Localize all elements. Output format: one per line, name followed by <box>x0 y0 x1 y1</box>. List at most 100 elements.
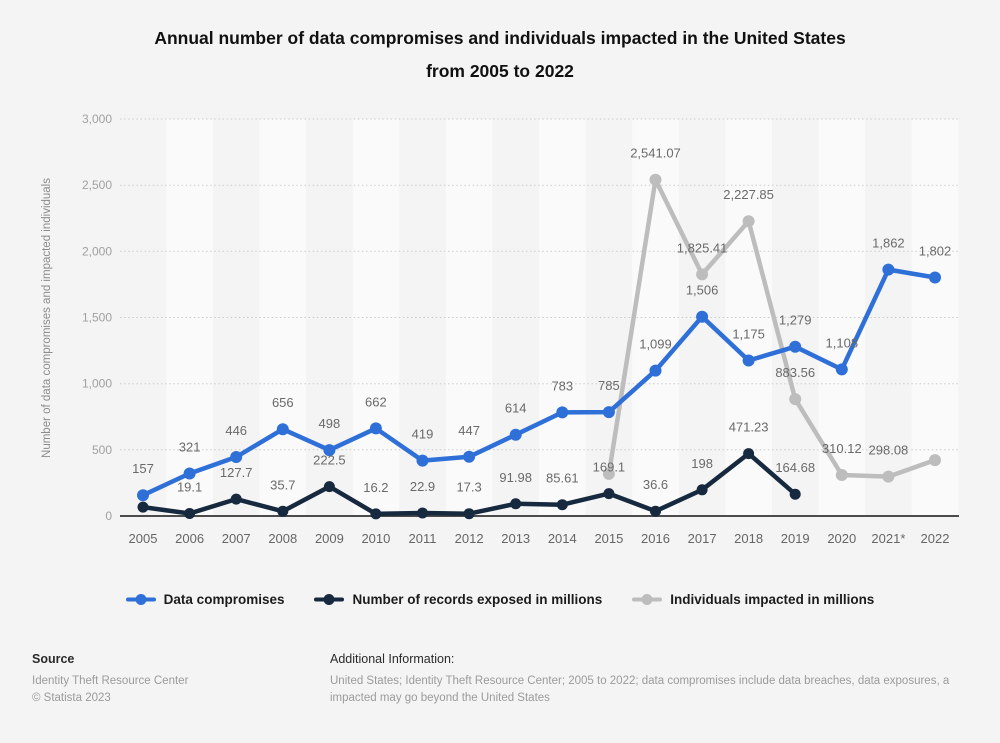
data-label: 656 <box>272 395 294 410</box>
chart-title-line2: from 2005 to 2022 <box>426 61 574 81</box>
source-name: Identity Theft Resource Center <box>32 675 189 687</box>
data-point[interactable] <box>742 215 755 228</box>
data-point[interactable] <box>882 470 895 483</box>
data-point[interactable] <box>230 451 243 463</box>
data-label: 1,108 <box>826 335 859 350</box>
legend-marker-icon <box>314 594 345 605</box>
y-tick-label: 2,000 <box>82 244 112 258</box>
data-point[interactable] <box>789 393 802 406</box>
data-label: 35.7 <box>270 477 295 492</box>
data-point[interactable] <box>463 508 475 520</box>
data-label: 1,099 <box>639 337 672 352</box>
x-tick-label: 2022 <box>921 531 950 546</box>
x-tick-label: 2016 <box>641 531 670 546</box>
additional-info-line2: impacted may go beyond the United States <box>330 691 550 704</box>
data-label: 1,175 <box>732 327 765 342</box>
year-band <box>352 119 400 516</box>
data-point[interactable] <box>184 508 196 519</box>
data-point[interactable] <box>835 469 848 481</box>
x-tick-label: 2017 <box>688 531 717 546</box>
data-point[interactable] <box>323 481 335 493</box>
data-point[interactable] <box>417 507 428 519</box>
data-label: 298.08 <box>869 443 909 458</box>
data-point[interactable] <box>603 488 615 500</box>
x-tick-label: 2013 <box>501 531 530 546</box>
data-point[interactable] <box>742 354 755 367</box>
legend-item-1[interactable]: Number of records exposed in millions <box>314 592 602 607</box>
data-point[interactable] <box>929 454 941 467</box>
data-label: 321 <box>179 440 201 455</box>
legend-label: Number of records exposed in millions <box>352 592 603 607</box>
data-label: 419 <box>412 427 434 442</box>
data-point[interactable] <box>743 448 755 460</box>
data-point[interactable] <box>463 450 476 463</box>
data-point[interactable] <box>696 484 708 496</box>
data-label: 2,227.85 <box>723 187 774 202</box>
chart-canvas: 0 500 1,000 1,500 2,000 2,500 3,000 Number of d… <box>41 112 959 546</box>
data-point[interactable] <box>929 271 941 284</box>
data-point[interactable] <box>602 406 615 419</box>
data-point[interactable] <box>696 310 709 323</box>
x-tick-label: 2021* <box>871 531 905 546</box>
data-label: 1,825.41 <box>677 240 728 255</box>
x-tick-label: 2006 <box>175 531 204 546</box>
data-label: 2,541.07 <box>630 146 681 161</box>
data-point[interactable] <box>137 489 149 502</box>
data-point[interactable] <box>835 363 848 376</box>
data-point[interactable] <box>649 364 662 377</box>
year-band <box>259 119 307 516</box>
data-point[interactable] <box>556 406 569 419</box>
legend-marker-icon <box>632 594 663 605</box>
x-tick-label: 2005 <box>129 531 158 546</box>
legend-label: Data compromises <box>163 592 285 607</box>
data-point[interactable] <box>510 498 522 510</box>
x-tick-label: 2019 <box>781 531 810 546</box>
y-tick-label: 1,000 <box>82 377 112 391</box>
data-label: 614 <box>505 401 527 416</box>
data-label: 22.9 <box>410 479 435 494</box>
data-label: 16.2 <box>363 480 388 495</box>
x-tick-label: 2015 <box>594 531 623 546</box>
data-point[interactable] <box>370 508 382 520</box>
y-tick-label: 2,500 <box>82 178 112 192</box>
data-point[interactable] <box>650 505 661 517</box>
y-tick-label: 500 <box>92 443 112 457</box>
x-tick-label: 2012 <box>455 531 484 546</box>
data-point[interactable] <box>696 268 709 281</box>
data-label: 883.56 <box>775 365 815 380</box>
data-point[interactable] <box>789 340 802 353</box>
data-point[interactable] <box>183 467 196 480</box>
legend-item-2[interactable]: Individuals impacted in millions <box>632 592 874 607</box>
data-point[interactable] <box>882 263 895 276</box>
additional-info-line1: United States; Identity Theft Resource C… <box>330 675 950 687</box>
data-point[interactable] <box>230 493 242 505</box>
legend-label: Individuals impacted in millions <box>670 592 875 607</box>
data-point[interactable] <box>416 454 429 467</box>
data-label: 662 <box>365 394 387 409</box>
year-band <box>539 119 586 516</box>
data-point[interactable] <box>789 488 801 500</box>
x-tick-label: 2010 <box>361 531 390 546</box>
data-point[interactable] <box>277 505 289 517</box>
data-point[interactable] <box>649 173 662 186</box>
y-tick-label: 1,500 <box>82 311 112 325</box>
data-point[interactable] <box>276 423 289 436</box>
data-point[interactable] <box>602 467 615 480</box>
x-tick-label: 2014 <box>548 531 577 546</box>
y-tick-label: 3,000 <box>82 112 112 126</box>
legend-item-0[interactable]: Data compromises <box>125 592 285 607</box>
data-label: 310.12 <box>822 441 862 456</box>
chart-title-line1: Annual number of data compromises and in… <box>154 28 846 48</box>
data-label: 471.23 <box>729 420 769 435</box>
footer-source-block: Source Identity Theft Resource Center © … <box>32 652 188 706</box>
data-point[interactable] <box>137 501 149 513</box>
data-point[interactable] <box>369 422 382 435</box>
data-point[interactable] <box>323 444 336 457</box>
footer-additional-block: Additional Information: United States; I… <box>330 652 1000 706</box>
statista-copyright: © Statista 2023 <box>32 691 111 704</box>
data-point[interactable] <box>556 499 568 511</box>
year-band <box>911 119 959 516</box>
data-point[interactable] <box>509 428 522 441</box>
data-label: 1,506 <box>686 283 719 298</box>
